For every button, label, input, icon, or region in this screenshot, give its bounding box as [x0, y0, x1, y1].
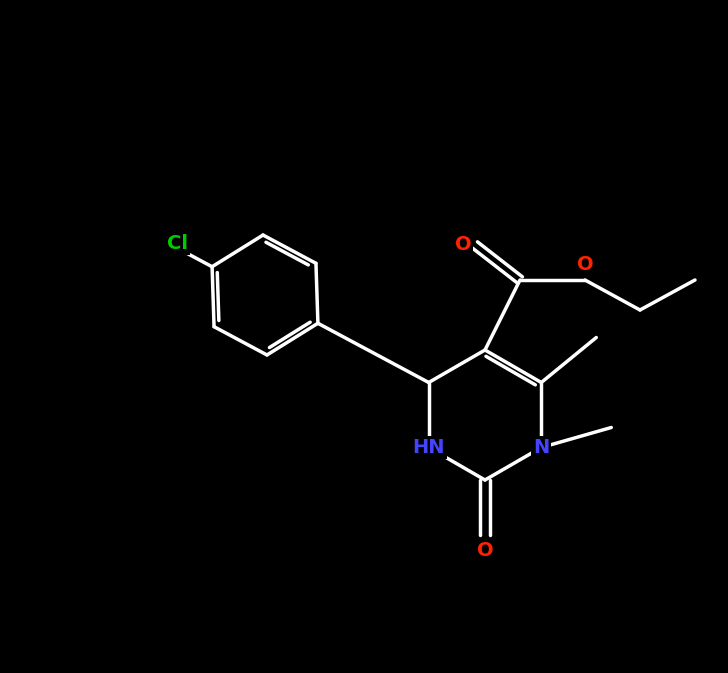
Text: N: N [533, 438, 550, 457]
Text: Cl: Cl [167, 234, 189, 252]
Text: O: O [455, 236, 471, 254]
Text: HN: HN [413, 438, 445, 457]
Text: O: O [477, 540, 494, 559]
Text: O: O [577, 256, 593, 275]
